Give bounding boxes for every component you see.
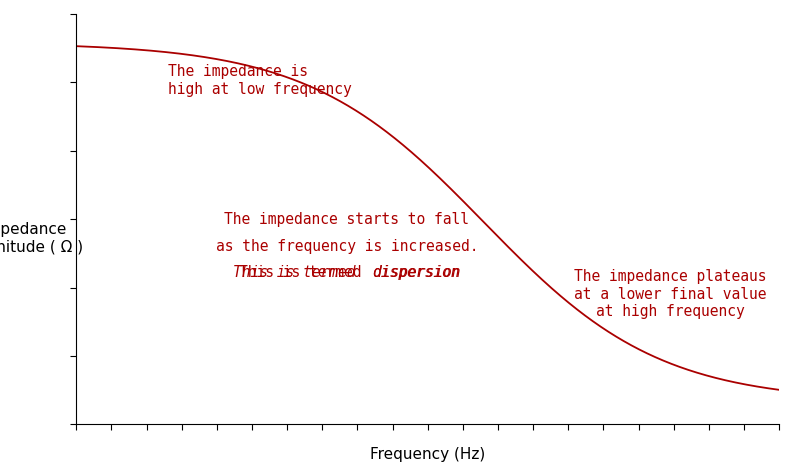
Text: This is termed  dispersion: This is termed dispersion [233, 265, 460, 280]
Text: The impedance plateaus
at a lower final value
at high frequency: The impedance plateaus at a lower final … [574, 269, 766, 318]
Text: The impedance is
high at low frequency: The impedance is high at low frequency [168, 64, 351, 97]
Text: This is termed: This is termed [239, 265, 379, 280]
Text: Impedance
Magnitude ( Ω ): Impedance Magnitude ( Ω ) [0, 222, 83, 254]
Text: The impedance starts to fall: The impedance starts to fall [224, 212, 469, 227]
Text: as the frequency is increased.: as the frequency is increased. [215, 238, 478, 253]
Text: This is termed  dispersion: This is termed dispersion [233, 265, 460, 280]
Text: dispersion: dispersion [372, 265, 460, 280]
X-axis label: Frequency (Hz): Frequency (Hz) [370, 446, 486, 461]
